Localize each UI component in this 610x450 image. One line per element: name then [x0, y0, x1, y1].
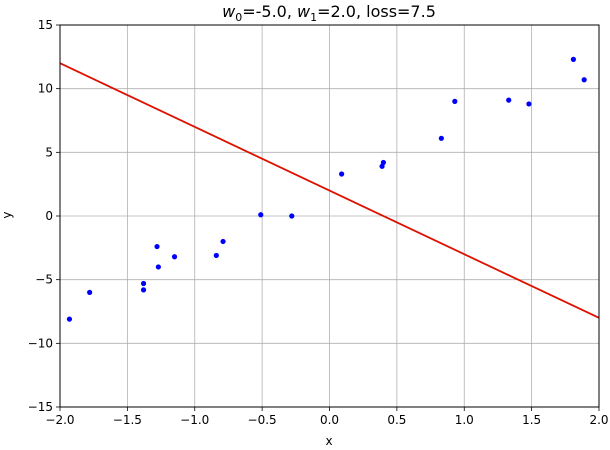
- y-tick-label: 0: [45, 209, 53, 223]
- regression-line: [59, 62, 600, 319]
- y-axis-ticks: −15 −10 −5 0 5 10 15: [28, 18, 60, 414]
- data-point: [380, 159, 386, 166]
- data-point: [438, 135, 444, 141]
- x-tick-label: 1.0: [455, 413, 474, 427]
- x-tick-label: −1.5: [113, 413, 142, 427]
- title-w1-symbol: w: [297, 2, 311, 21]
- chart-title: w0=-5.0, w1=2.0, loss=7.5: [222, 2, 436, 24]
- y-tick-label: −5: [35, 273, 53, 287]
- y-axis-label: y: [0, 211, 14, 218]
- data-point: [213, 252, 219, 259]
- x-axis-label: x: [325, 434, 332, 448]
- title-w1-value: =2.0, loss=7.5: [317, 2, 436, 21]
- y-tick-label: −10: [28, 336, 53, 350]
- y-tick-label: 15: [38, 18, 53, 32]
- data-point: [289, 213, 295, 219]
- data-point: [581, 77, 587, 83]
- data-point: [452, 98, 458, 104]
- data-point: [570, 56, 576, 62]
- x-tick-label: 2.0: [589, 413, 608, 427]
- y-tick-label: −15: [28, 400, 53, 414]
- x-axis-ticks: −2.0 −1.5 −1.0 −0.5 0.0 0.5 1.0 1.5 2.0: [45, 407, 609, 427]
- grid: [59, 24, 600, 408]
- data-point: [66, 316, 73, 322]
- data-point: [140, 287, 147, 293]
- data-point: [140, 280, 147, 287]
- data-point: [506, 97, 512, 103]
- title-w0-subscript: 0: [235, 11, 242, 24]
- data-point: [154, 243, 160, 250]
- title-w1-subscript: 1: [310, 11, 317, 24]
- data-point: [87, 289, 93, 295]
- y-tick-label: 10: [38, 82, 53, 96]
- x-tick-label: 0.5: [387, 413, 406, 427]
- regression-line-group: [59, 62, 600, 319]
- title-w0-value: =-5.0,: [242, 2, 297, 21]
- x-tick-label: −2.0: [45, 413, 74, 427]
- data-point: [339, 171, 345, 177]
- data-point: [526, 101, 532, 107]
- x-tick-label: −1.0: [180, 413, 209, 427]
- scatter-points: [66, 56, 587, 322]
- x-tick-label: −0.5: [248, 413, 277, 427]
- data-point: [155, 264, 161, 270]
- data-point: [258, 212, 264, 218]
- y-tick-label: 5: [45, 145, 53, 159]
- title-w0-symbol: w: [222, 2, 236, 21]
- data-point: [220, 238, 226, 245]
- x-tick-label: 1.5: [522, 413, 541, 427]
- data-point: [171, 254, 178, 260]
- x-tick-label: 0.0: [320, 413, 339, 427]
